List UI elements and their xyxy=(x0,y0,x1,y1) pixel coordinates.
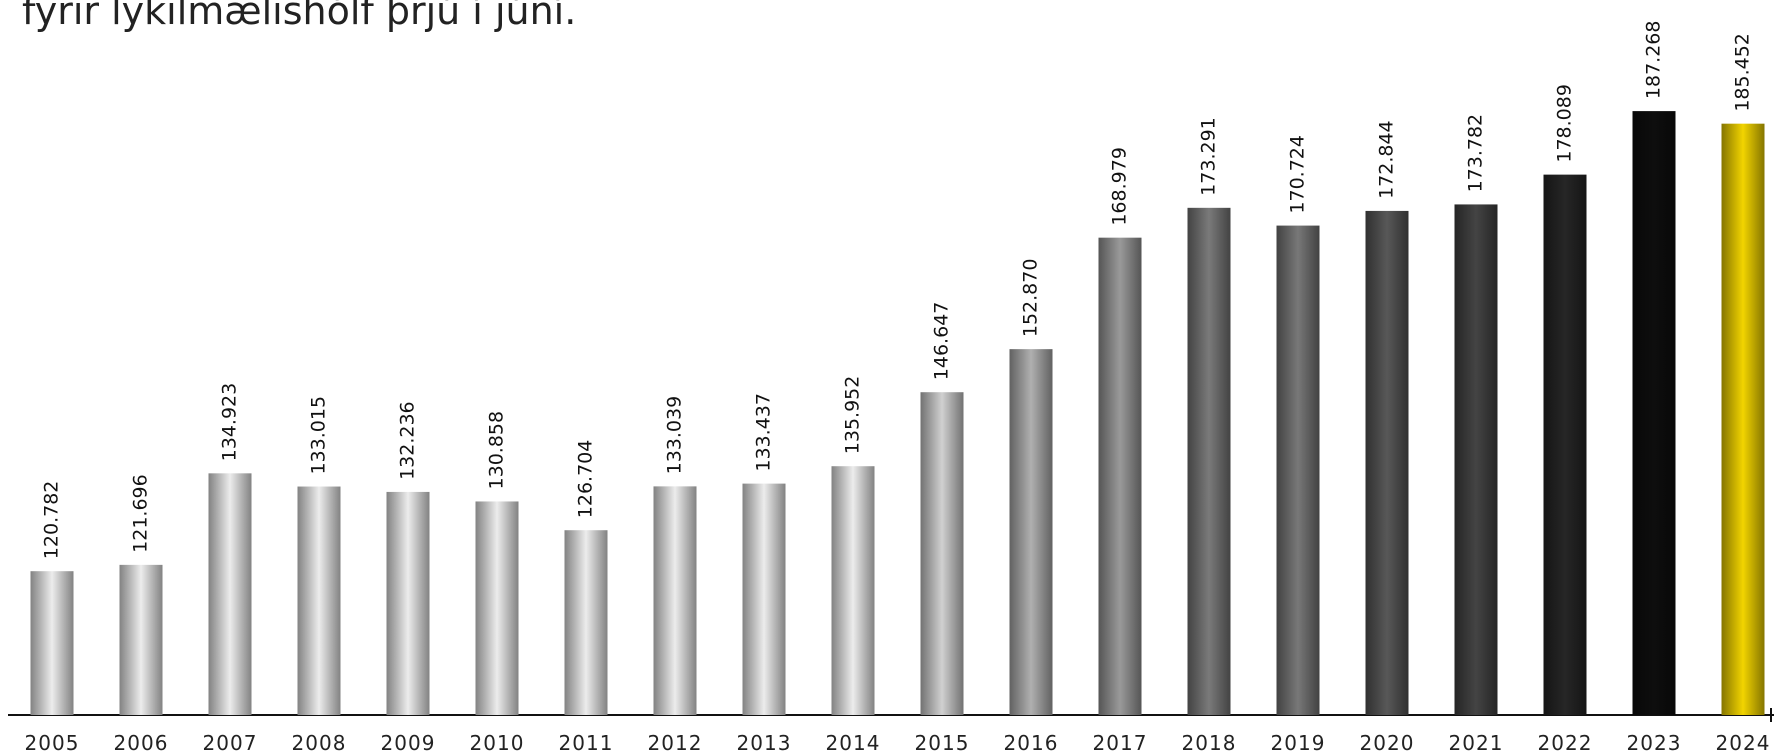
x-tick-label: 2007 xyxy=(203,731,258,755)
x-tick-label: 2023 xyxy=(1627,731,1682,755)
value-label: 170.724 xyxy=(1287,135,1309,214)
bar xyxy=(1632,111,1676,715)
x-tick-label: 2021 xyxy=(1449,731,1504,755)
bar xyxy=(208,473,252,715)
value-label: 173.291 xyxy=(1198,117,1220,196)
value-label: 134.923 xyxy=(219,383,241,462)
value-label: 173.782 xyxy=(1465,114,1487,193)
value-label: 152.870 xyxy=(1020,259,1042,338)
x-tick-label: 2016 xyxy=(1004,731,1059,755)
bar xyxy=(1009,349,1053,715)
x-tick-label: 2008 xyxy=(292,731,347,755)
x-tick-label: 2022 xyxy=(1538,731,1593,755)
bar xyxy=(386,491,430,715)
x-tick-label: 2006 xyxy=(114,731,169,755)
value-label: 133.015 xyxy=(308,396,330,475)
bar xyxy=(742,483,786,715)
value-label: 130.858 xyxy=(486,411,508,490)
value-label: 132.236 xyxy=(397,401,419,480)
bar xyxy=(1365,210,1409,715)
value-label: 133.039 xyxy=(664,396,686,475)
bar xyxy=(1098,237,1142,715)
bar xyxy=(1454,204,1498,715)
bar xyxy=(1187,207,1231,715)
bar xyxy=(475,501,519,715)
bar xyxy=(831,466,875,715)
bar xyxy=(30,571,74,715)
bar xyxy=(1276,225,1320,716)
x-tick-label: 2014 xyxy=(826,731,881,755)
bar xyxy=(1543,174,1587,715)
value-label: 126.704 xyxy=(575,440,597,519)
value-label: 185.452 xyxy=(1732,33,1754,112)
bar xyxy=(297,486,341,715)
value-label: 133.437 xyxy=(753,393,775,472)
chart-title: fyrir lykilmælishólf þrjú í júní. xyxy=(22,0,576,33)
x-tick-label: 2009 xyxy=(381,731,436,755)
x-tick-label: 2017 xyxy=(1093,731,1148,755)
x-tick-label: 2005 xyxy=(25,731,80,755)
x-tick-label: 2012 xyxy=(648,731,703,755)
value-label: 168.979 xyxy=(1109,147,1131,226)
x-tick-label: 2019 xyxy=(1271,731,1326,755)
bar xyxy=(119,564,163,715)
value-label: 135.952 xyxy=(842,376,864,455)
x-tick-label: 2015 xyxy=(915,731,970,755)
value-label: 178.089 xyxy=(1554,84,1576,163)
x-tick-label: 2010 xyxy=(470,731,525,755)
x-tick-label: 2024 xyxy=(1716,731,1771,755)
value-label: 146.647 xyxy=(931,302,953,381)
x-tick-label: 2011 xyxy=(559,731,614,755)
value-label: 187.268 xyxy=(1643,21,1665,100)
value-label: 120.782 xyxy=(41,481,63,560)
x-tick-label: 2013 xyxy=(737,731,792,755)
bar xyxy=(653,486,697,715)
x-tick-label: 2020 xyxy=(1360,731,1415,755)
value-label: 121.696 xyxy=(130,474,152,553)
bar xyxy=(1721,123,1765,715)
bar xyxy=(564,530,608,715)
value-label: 172.844 xyxy=(1376,120,1398,199)
x-tick-label: 2018 xyxy=(1182,731,1237,755)
bar xyxy=(920,392,964,715)
